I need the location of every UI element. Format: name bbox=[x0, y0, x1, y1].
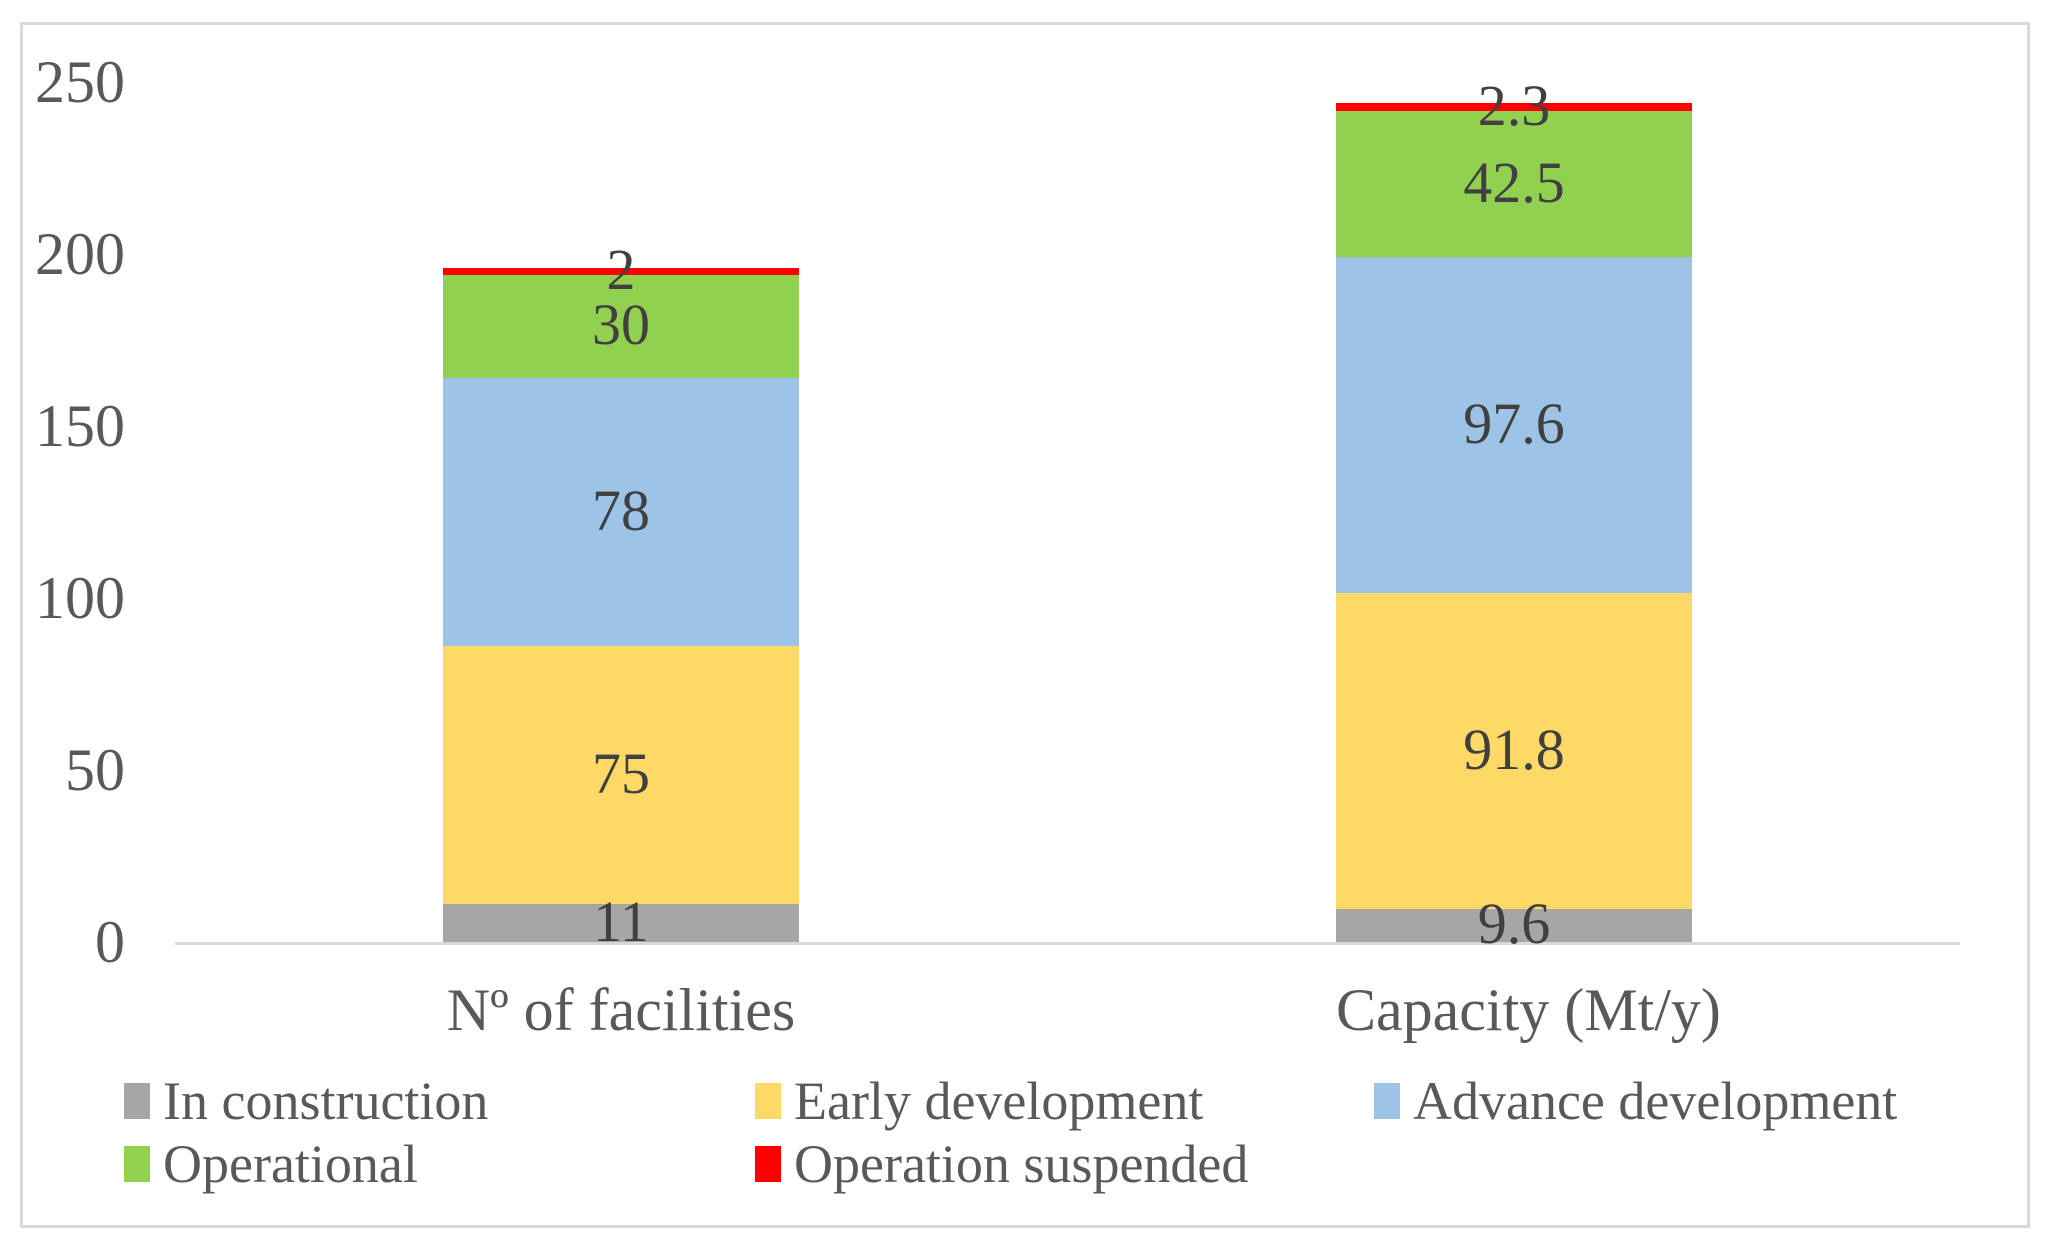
bar-segment: 30 bbox=[443, 274, 799, 378]
bar-segment: 75 bbox=[443, 646, 799, 905]
y-tick-label: 50 bbox=[65, 737, 125, 803]
data-label: 78 bbox=[592, 477, 650, 543]
legend-item: Early development bbox=[755, 1070, 1203, 1132]
legend-label: Operational bbox=[163, 1134, 418, 1194]
bar-segment: 9.6 bbox=[1336, 895, 1692, 953]
stacked-bar: 9.6 91.8 97.6 42.5 2.3 bbox=[1336, 77, 1692, 953]
bar-segment: 42.5 bbox=[1336, 111, 1692, 258]
bar-segment: 2.3 bbox=[1336, 77, 1692, 135]
legend-swatch bbox=[1374, 1083, 1400, 1119]
x-axis-line bbox=[175, 942, 1960, 945]
bar-segment: 78 bbox=[443, 377, 799, 647]
legend-label: Early development bbox=[794, 1071, 1204, 1131]
legend-swatch bbox=[124, 1083, 150, 1119]
legend-item: Operational bbox=[124, 1133, 418, 1195]
data-label: 75 bbox=[592, 741, 650, 807]
bar-segment: 97.6 bbox=[1336, 257, 1692, 594]
bar-segment: 11 bbox=[443, 892, 799, 950]
y-tick-label: 150 bbox=[35, 393, 125, 459]
category-label: Capacity (Mt/y) bbox=[1336, 977, 1721, 1043]
legend-swatch bbox=[755, 1083, 781, 1119]
data-label: 2 bbox=[606, 237, 636, 303]
data-label: 97.6 bbox=[1463, 391, 1565, 457]
y-tick-label: 200 bbox=[35, 221, 125, 287]
data-label: 42.5 bbox=[1463, 150, 1565, 216]
data-label: 30 bbox=[592, 292, 650, 358]
data-label: 11 bbox=[593, 888, 649, 954]
y-tick-label: 100 bbox=[35, 565, 125, 631]
legend-item: Advance development bbox=[1374, 1070, 1897, 1132]
data-label: 9.6 bbox=[1477, 891, 1551, 957]
legend-swatch bbox=[124, 1146, 150, 1182]
legend-item: Operation suspended bbox=[755, 1133, 1248, 1195]
stacked-bar: 11 75 78 30 2 bbox=[443, 241, 799, 950]
legend-label: In construction bbox=[163, 1071, 489, 1131]
category-label: Nº of facilities bbox=[446, 977, 796, 1043]
y-tick-label: 250 bbox=[35, 49, 125, 115]
data-label: 91.8 bbox=[1463, 716, 1565, 782]
legend-label: Operation suspended bbox=[794, 1134, 1249, 1194]
legend-item: In construction bbox=[124, 1070, 488, 1132]
bar-segment: 2 bbox=[443, 241, 799, 299]
plot-frame: 0 50 100 150 200 250 11 75 78 30 2 9.6 91.8 97.6 42.5… bbox=[20, 22, 2030, 1228]
legend-swatch bbox=[755, 1146, 781, 1182]
legend-label: Advance development bbox=[1413, 1071, 1898, 1131]
y-tick-label: 0 bbox=[95, 909, 125, 975]
bar-segment: 91.8 bbox=[1336, 593, 1692, 909]
data-label: 2.3 bbox=[1477, 73, 1551, 139]
